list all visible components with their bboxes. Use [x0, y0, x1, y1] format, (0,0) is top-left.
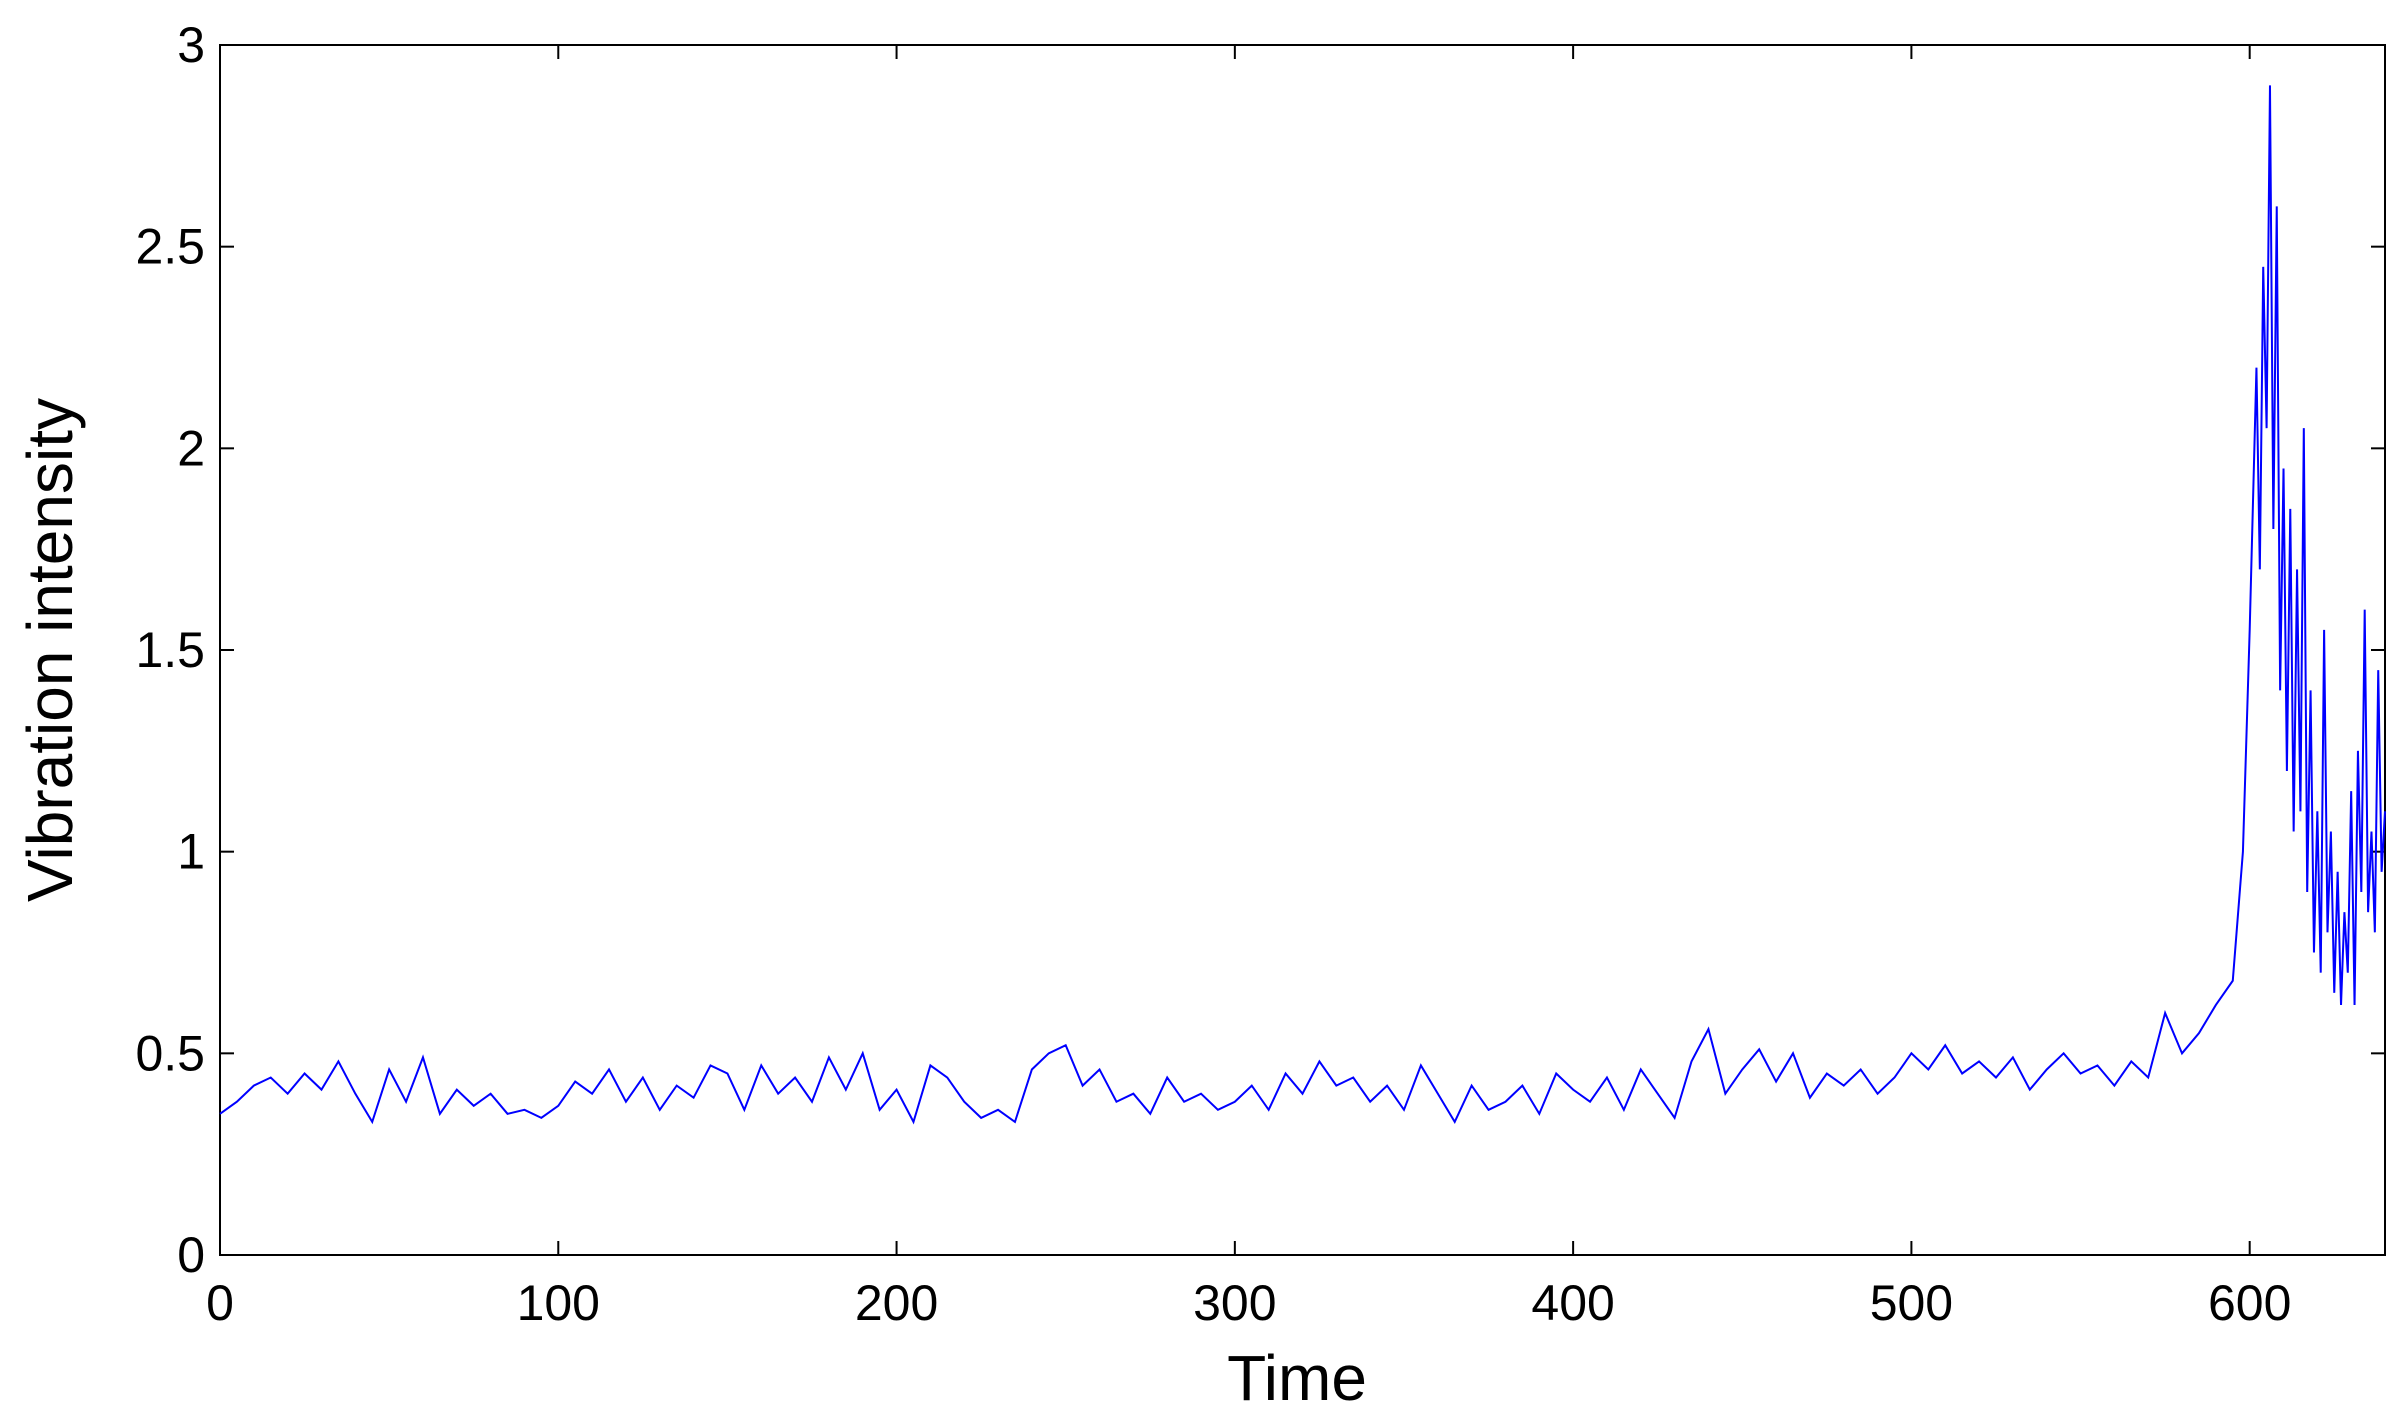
plot-area: [219, 44, 2386, 1256]
y-tick-label: 0: [177, 1227, 205, 1283]
y-tick-label: 1.5: [135, 622, 205, 678]
x-tick-label: 500: [1870, 1275, 1953, 1331]
y-tick-label: 2.5: [135, 219, 205, 275]
x-axis-label: Time: [1227, 1342, 1367, 1414]
y-tick-label: 1: [177, 824, 205, 880]
x-tick-label: 200: [855, 1275, 938, 1331]
x-tick-label: 0: [206, 1275, 234, 1331]
x-tick-label: 300: [1193, 1275, 1276, 1331]
y-tick-label: 2: [177, 420, 205, 476]
vibration-series-line: [219, 85, 2386, 1125]
y-axis-ticks: 0 0.5 1 1.5 2 2.5 3: [135, 17, 2385, 1283]
x-tick-label: 600: [2208, 1275, 2291, 1331]
y-axis-label: Vibration intensity: [14, 398, 86, 902]
y-tick-label: 0.5: [135, 1025, 205, 1081]
x-axis-ticks: 0 100 200 300 400 500 600: [206, 45, 2291, 1331]
y-tick-label: 3: [177, 17, 205, 73]
x-tick-label: 100: [517, 1275, 600, 1331]
x-tick-label: 400: [1531, 1275, 1614, 1331]
